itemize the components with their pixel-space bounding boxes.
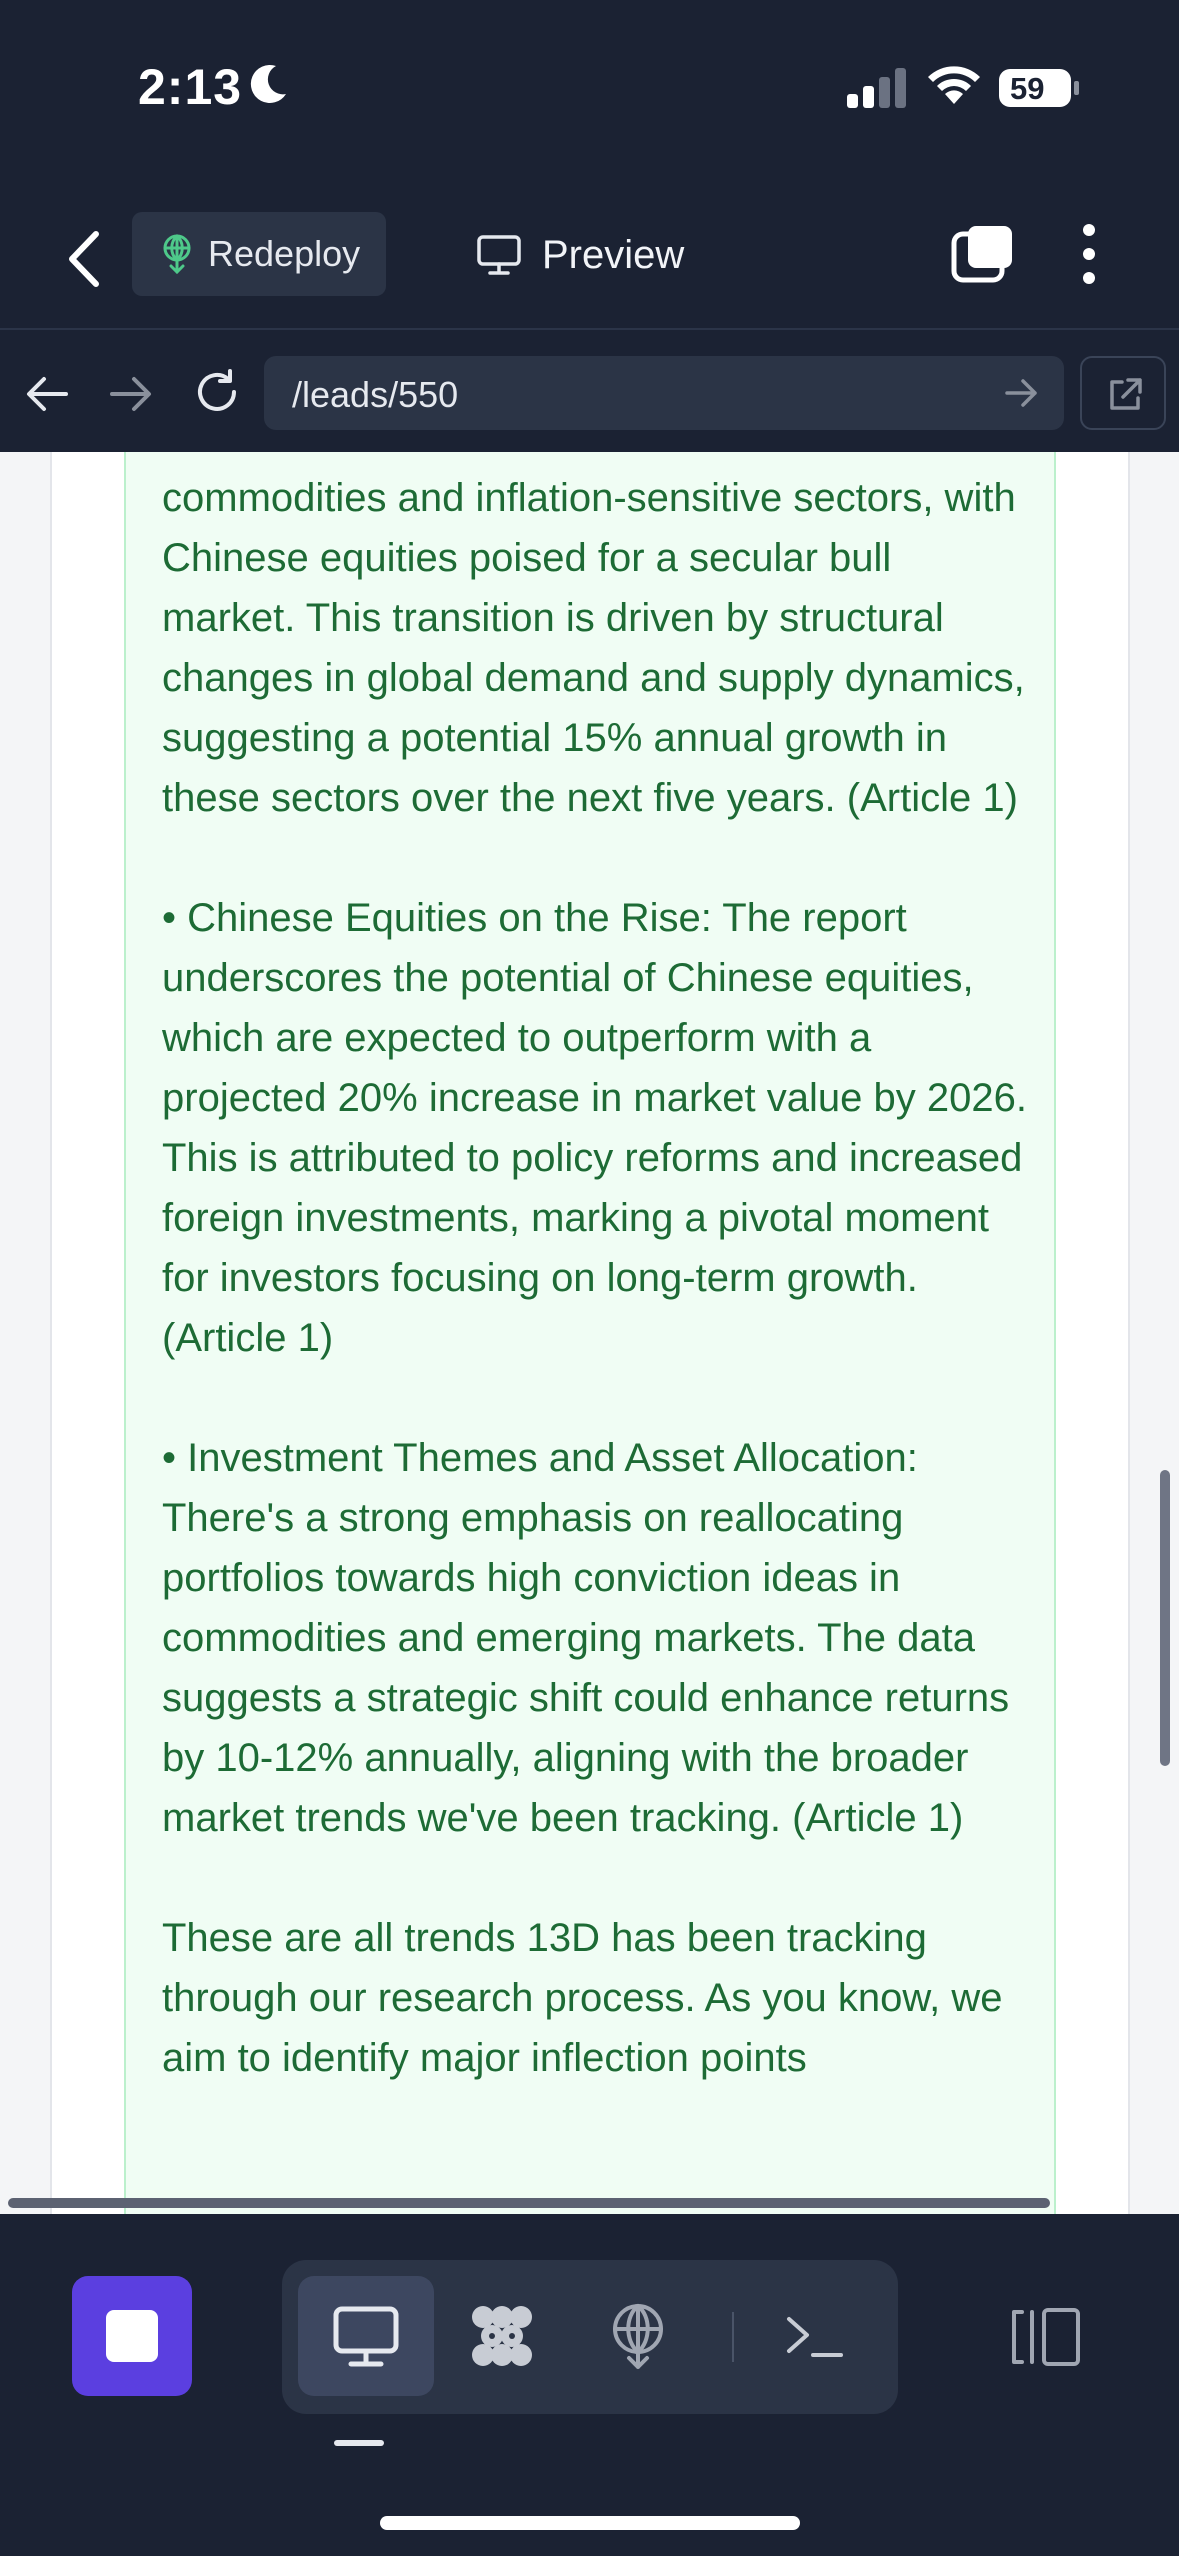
webview-tool-button[interactable]: [298, 2276, 434, 2396]
side-panel-icon[interactable]: [1010, 2306, 1082, 2368]
webview-url-bar: /leads/550: [0, 332, 1179, 452]
horizontal-scrollbar[interactable]: [8, 2198, 1050, 2208]
redeploy-label: Redeploy: [208, 233, 361, 274]
redeploy-button[interactable]: Redeploy: [132, 212, 386, 296]
email-paragraph: • Investment Themes and Asset Allocation…: [162, 1436, 1010, 1840]
webview-icon: [333, 2306, 399, 2367]
back-chevron-icon[interactable]: [62, 228, 106, 290]
workspace-header: Redeploy Preview: [0, 200, 1179, 330]
open-in-new-tab-button[interactable]: [1080, 356, 1166, 430]
webview[interactable]: commodities and inflation-sensitive sect…: [0, 452, 1179, 2214]
email-paragraph: commodities and inflation-sensitive sect…: [162, 476, 1025, 820]
more-options-icon[interactable]: [1074, 222, 1104, 286]
shell-icon: [787, 2317, 843, 2357]
cellular-signal-icon: [847, 68, 906, 108]
stop-icon: [106, 2310, 158, 2362]
go-arrow-icon[interactable]: [1004, 376, 1040, 410]
vertical-scrollbar[interactable]: [1160, 1470, 1170, 1766]
arrow-right-icon[interactable]: [108, 374, 154, 414]
external-link-icon: [1110, 378, 1142, 410]
bottom-toolbar: [0, 2214, 1179, 2556]
url-text: /leads/550: [292, 374, 459, 415]
toolbar-divider: [732, 2312, 734, 2362]
workflows-tool-button[interactable]: [434, 2276, 570, 2396]
workflows-icon: [472, 2306, 532, 2366]
deployments-tool-button[interactable]: [570, 2276, 706, 2396]
preview-tab[interactable]: Preview: [476, 220, 684, 290]
home-indicator[interactable]: [380, 2516, 800, 2530]
monitor-icon: [477, 235, 521, 275]
shell-tool-button[interactable]: [746, 2276, 882, 2396]
stop-button[interactable]: [72, 2276, 192, 2396]
email-paragraph: These are all trends 13D has been tracki…: [162, 1916, 1003, 2080]
battery-level: 59: [1010, 71, 1045, 106]
wifi-icon: [928, 66, 980, 104]
battery-indicator: 59: [998, 68, 1080, 108]
status-bar: 2:13 59: [0, 0, 1179, 180]
battery-icon: [999, 69, 1079, 107]
tabs-icon[interactable]: [950, 222, 1016, 284]
active-tool-indicator: [334, 2440, 384, 2446]
email-paragraph: • Chinese Equities on the Rise: The repo…: [162, 896, 1027, 1360]
moon-icon: [250, 64, 286, 103]
arrow-left-icon[interactable]: [24, 374, 70, 414]
tool-switcher: [282, 2260, 898, 2414]
preview-label: Preview: [542, 232, 685, 277]
status-time: 2:13: [138, 59, 243, 115]
deploy-icon: [163, 234, 191, 274]
email-preview-box: [124, 452, 1056, 2214]
email-body: commodities and inflation-sensitive sect…: [162, 468, 1032, 2148]
deploy-icon: [613, 2304, 663, 2369]
reload-icon[interactable]: [192, 368, 242, 418]
url-input[interactable]: /leads/550: [264, 356, 1064, 430]
